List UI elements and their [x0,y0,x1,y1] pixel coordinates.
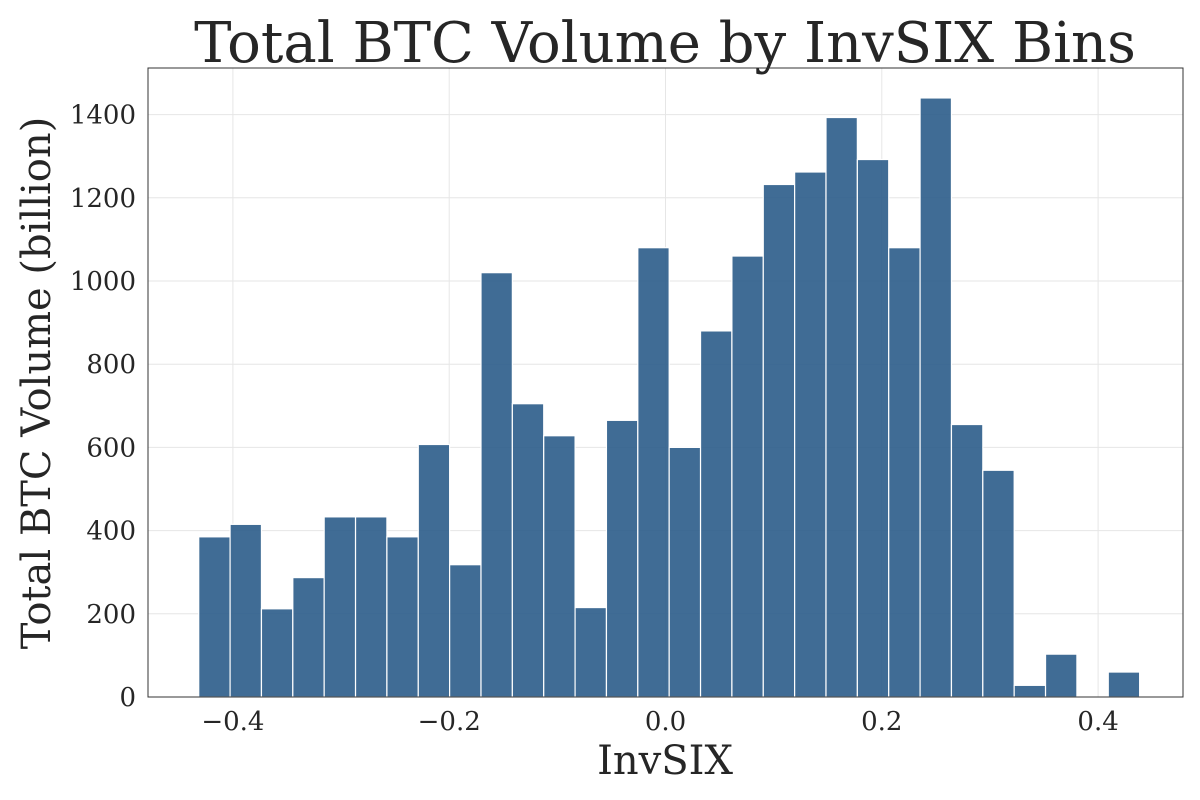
histogram-bar-26 [1013,684,1047,698]
histogram-bar-10 [511,403,545,698]
histogram-bar-9 [480,272,513,698]
histogram-bar-12 [574,606,608,698]
histogram-bar-16 [699,330,733,698]
histogram-bar-14 [637,247,670,698]
y-tick-label-2: 400 [86,517,136,547]
histogram-bar-13 [605,419,639,698]
histogram-bar-15 [668,446,702,698]
histogram-bar-24 [950,423,984,698]
histogram-bar-25 [982,469,1015,698]
histogram-bar-0 [198,536,231,698]
x-axis-label: InvSIX [597,738,733,784]
histogram-bar-8 [449,564,482,698]
histogram-bar-4 [323,516,357,698]
histogram-bar-5 [354,516,388,698]
y-tick-label-6: 1200 [70,184,136,214]
y-tick-label-0: 0 [119,683,136,713]
x-tick-label-1: −0.2 [418,707,481,737]
histogram-bar-29 [1107,671,1141,698]
histogram-bar-27 [1044,653,1078,698]
histogram-bar-17 [731,255,764,698]
x-tick-labels: −0.4 −0.2 0.0 0.2 0.4 [201,707,1118,737]
chart-title: Total BTC Volume by InvSIX Bins [194,11,1136,76]
y-tick-label-5: 1000 [70,267,136,297]
y-tick-label-4: 800 [86,350,136,380]
y-tick-label-7: 1400 [70,101,136,131]
x-tick-label-0: −0.4 [201,707,264,737]
histogram-bar-21 [856,158,890,698]
histogram-bar-18 [762,183,796,698]
histogram-bar-7 [417,443,451,698]
x-tick-label-4: 0.4 [1077,707,1118,737]
bars-group [198,97,1141,698]
histogram-bar-20 [825,116,858,698]
histogram-bar-3 [292,577,325,698]
y-tick-labels: 0 200 400 600 800 1000 1200 1400 [70,101,136,713]
plot-area-frame [147,67,1184,698]
x-tick-label-2: 0.0 [645,707,686,737]
y-tick-label-1: 200 [86,600,136,630]
histogram-bar-19 [794,171,827,698]
histogram-bar-23 [919,97,953,698]
x-tick-label-3: 0.2 [861,707,902,737]
histogram-bar-2 [260,608,294,698]
y-tick-label-3: 600 [86,433,136,463]
histogram-bar-6 [386,536,419,698]
histogram-bar-22 [888,247,921,698]
histogram-bar-1 [229,523,263,698]
y-axis-label: Total BTC Volume (billion) [14,117,60,649]
histogram-bar-11 [543,435,576,698]
